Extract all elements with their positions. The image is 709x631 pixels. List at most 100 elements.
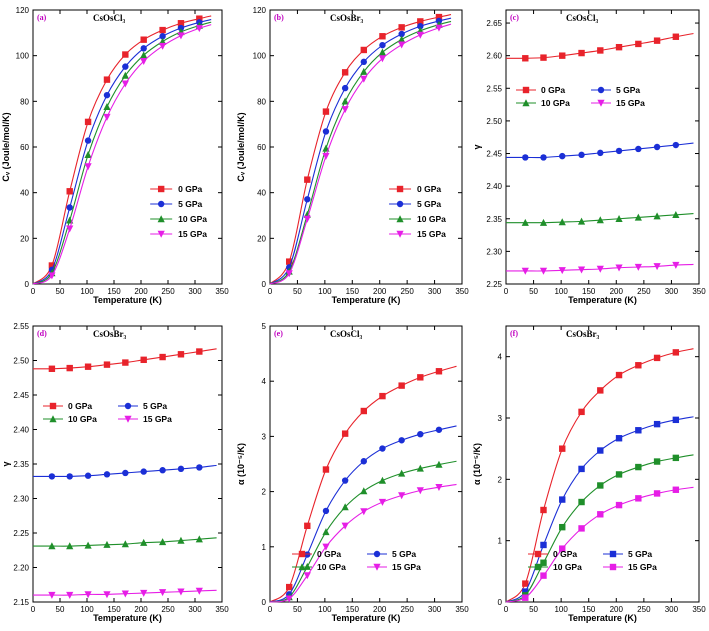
y-tick-label: 2.45 <box>486 150 502 159</box>
data-point-2-5 <box>360 67 368 75</box>
legend-marker <box>396 200 404 208</box>
data-point-1-7 <box>635 145 642 153</box>
data-point-0-3 <box>84 363 92 370</box>
data-point-0-8 <box>177 351 185 358</box>
data-point-3-9 <box>672 261 680 269</box>
y-tick-label: 60 <box>20 143 29 152</box>
legend-label: 5 GPa <box>392 549 416 559</box>
x-axis-title: Temperature (K) <box>93 295 162 305</box>
data-point-1-7 <box>159 33 166 40</box>
data-point-3-2 <box>303 572 311 580</box>
legend-marker <box>609 563 617 571</box>
y-tick-label: 5 <box>262 322 267 331</box>
x-tick-label: 100 <box>80 605 94 614</box>
chart-panel-5: 0 50 100 150 200 250 300 350 0 1 2 3 4 5 Temperature (… <box>236 322 469 623</box>
legend-marker <box>597 99 605 107</box>
y-tick-label: 3 <box>498 414 503 423</box>
panel-tag: (c) <box>510 13 519 22</box>
y-axis-title: γ <box>1 461 11 466</box>
y-tick-label: 20 <box>20 234 29 243</box>
y-tick-label: 20 <box>257 234 266 243</box>
data-point-3-1 <box>285 270 293 278</box>
data-point-0-2 <box>540 54 547 61</box>
data-point-0-3 <box>559 445 566 452</box>
data-point-0-2 <box>66 364 73 372</box>
data-point-0-8 <box>417 18 424 25</box>
series-line-3 <box>505 486 694 603</box>
data-point-1-3 <box>559 152 566 160</box>
legend-label: 15 GPa <box>628 562 657 572</box>
legend-marker <box>157 185 165 193</box>
legend: 0 GPa 5 GPa 10 GPa 15 GPa <box>516 85 645 108</box>
plot-frame <box>32 9 223 285</box>
data-point-3-7 <box>398 492 406 500</box>
data-point-3-5 <box>121 590 129 598</box>
data-point-0-2 <box>66 188 73 195</box>
data-point-2-7 <box>159 538 167 546</box>
data-point-1-7 <box>159 467 166 474</box>
data-point-2-9 <box>672 211 680 219</box>
x-axis-title: Temperature (K) <box>332 295 401 305</box>
data-point-3-3 <box>84 591 92 599</box>
y-tick-label: 2.20 <box>13 564 29 573</box>
data-point-3-6 <box>378 55 387 63</box>
data-point-3-8 <box>177 32 185 40</box>
data-point-0-8 <box>653 37 661 44</box>
data-point-0-3 <box>84 118 92 126</box>
data-point-3-9 <box>195 587 203 595</box>
legend: 0 GPa 5 GPa 10 GPa 15 GPa <box>528 549 657 572</box>
legend-label: 10 GPa <box>68 414 97 424</box>
data-point-2-2 <box>303 562 311 570</box>
legend-label: 0 GPa <box>178 184 202 194</box>
data-point-3-8 <box>177 588 185 596</box>
data-point-0-4 <box>341 430 349 437</box>
data-point-0-7 <box>635 362 642 369</box>
x-tick-label: 150 <box>107 605 121 614</box>
data-point-3-9 <box>435 483 443 491</box>
series-line-2 <box>269 20 452 285</box>
data-point-0-8 <box>417 374 424 381</box>
legend: 0 GPa 5 GPa 10 GPa 15 GPa <box>43 401 172 424</box>
y-tick-label: 40 <box>20 189 29 198</box>
y-tick-label: 80 <box>257 97 266 106</box>
plot-frame <box>505 325 700 603</box>
y-tick-label: 2.45 <box>13 391 29 400</box>
x-axis-title: Temperature (K) <box>568 613 637 623</box>
x-tick-label: 50 <box>56 287 65 296</box>
x-tick-label: 300 <box>428 605 442 614</box>
x-tick-label: 200 <box>134 605 148 614</box>
y-tick-label: 4 <box>262 377 267 386</box>
data-point-0-1 <box>48 262 56 269</box>
x-tick-label: 100 <box>554 605 568 614</box>
y-tick-label: 2.55 <box>13 322 29 331</box>
legend-label: 10 GPa <box>178 214 207 224</box>
x-tick-label: 350 <box>215 287 229 296</box>
y-tick-label: 2.35 <box>486 215 502 224</box>
x-tick-label: 0 <box>268 287 273 296</box>
panel-title: CsOsBr₃ <box>566 329 600 339</box>
data-point-3-4 <box>578 525 585 532</box>
data-point-1-5 <box>360 458 368 465</box>
data-point-3-1 <box>522 594 529 601</box>
data-point-0-7 <box>635 40 642 48</box>
data-point-1-6 <box>615 147 623 155</box>
series-line-1 <box>32 19 212 285</box>
data-point-1-5 <box>122 469 129 477</box>
data-point-3-5 <box>360 75 368 83</box>
chart-panel-6: 0 50 100 150 200 250 300 350 0 1 2 3 4 Temperature (K… <box>472 325 706 623</box>
data-point-1-3 <box>559 496 566 503</box>
data-point-2-4 <box>103 540 111 548</box>
legend-label: 15 GPa <box>616 98 645 108</box>
panel-tag: (f) <box>510 329 518 338</box>
data-point-0-3 <box>322 466 330 473</box>
x-tick-label: 50 <box>293 605 302 614</box>
y-tick-label: 3 <box>262 432 267 441</box>
data-point-0-9 <box>196 15 203 22</box>
data-point-2-2 <box>540 559 547 566</box>
data-point-2-6 <box>378 48 387 56</box>
data-point-1-6 <box>140 468 147 475</box>
legend: 0 GPa 5 GPa 10 GPa 15 GPa <box>292 549 421 572</box>
legend-marker <box>396 215 404 223</box>
x-tick-label: 300 <box>665 287 679 296</box>
